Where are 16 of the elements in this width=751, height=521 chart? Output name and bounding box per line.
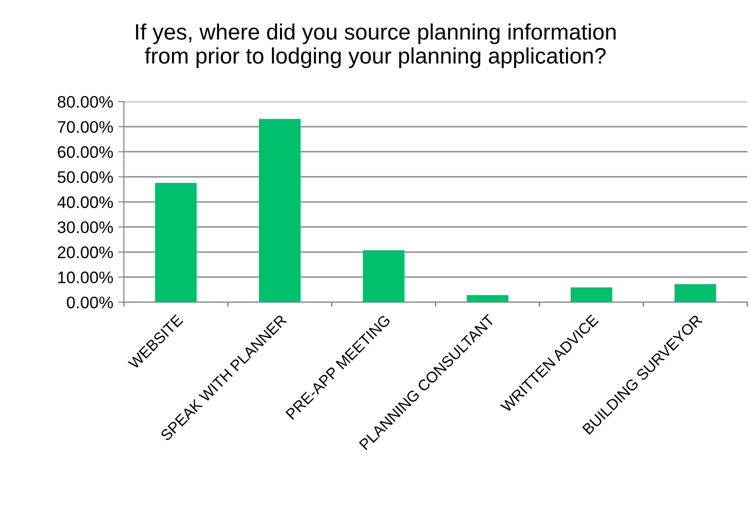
bar [570,287,612,302]
y-tick-label: 70.00% [58,121,113,133]
y-tick-label: 40.00% [57,196,113,208]
bar [466,295,508,302]
bar [362,250,404,302]
y-tick-label: 30.00% [58,221,113,234]
y-tick-label: 50.00% [58,171,113,184]
y-tick-label: 10.00% [58,272,113,284]
y-tick-label: 80.00% [58,96,113,108]
bar [674,284,716,302]
y-tick-label: 20.00% [58,246,113,258]
y-tick-label: 0.00% [66,296,113,308]
y-tick-label: 60.00% [58,146,113,158]
bar [155,182,197,302]
bar [258,118,301,302]
chart-title: If yes, where did you source planning information from prior to lodging your planning application? [136,23,616,68]
